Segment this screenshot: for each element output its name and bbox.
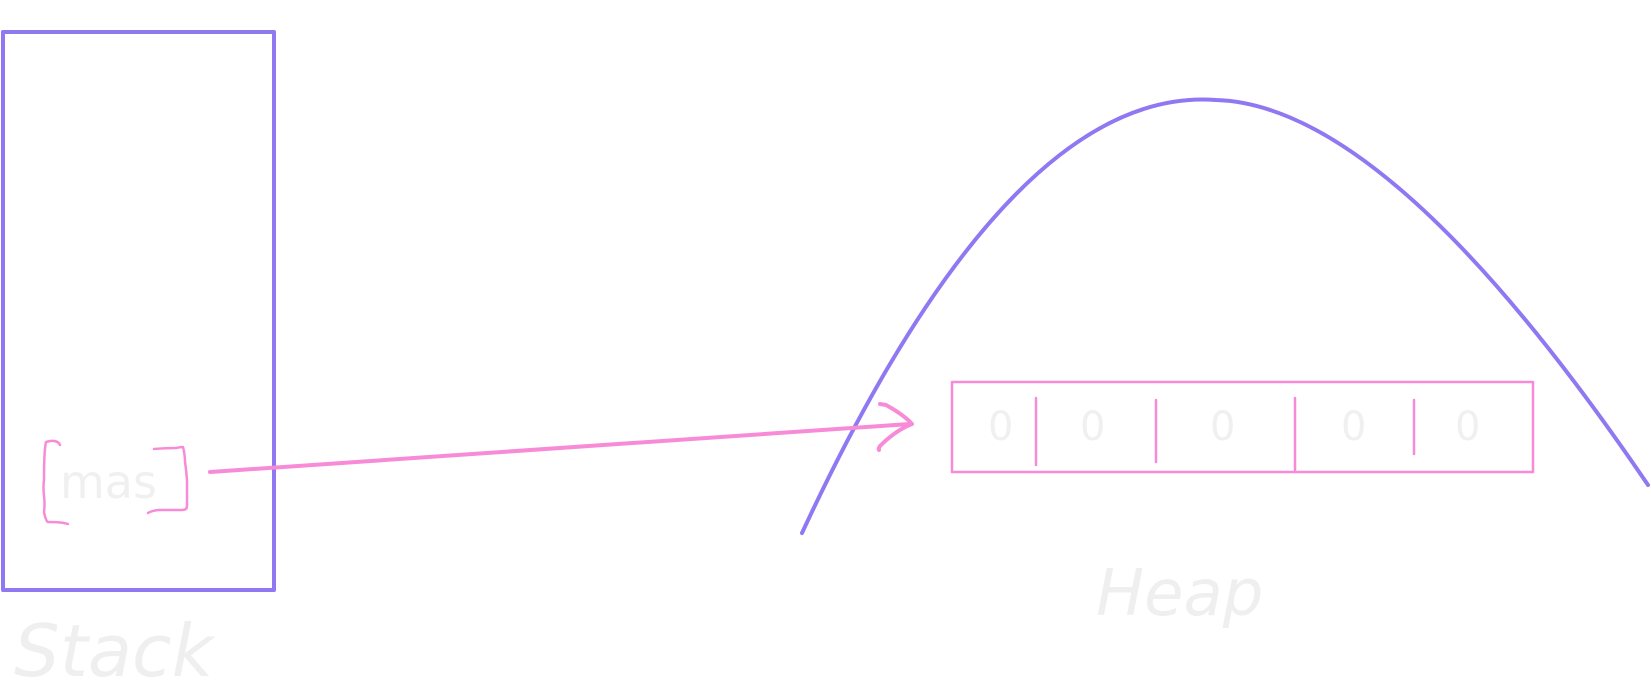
array-cell-value: 0 (1341, 404, 1366, 450)
arrow-head (876, 402, 914, 452)
left-bracket (42, 439, 70, 526)
right-bracket (146, 445, 189, 515)
arrow-shaft (208, 422, 912, 474)
variable-name: mas (60, 455, 157, 509)
heap-curve (800, 97, 1650, 535)
array-cell-value: 0 (1210, 404, 1235, 450)
stack-variable: mas (42, 439, 189, 526)
array-cell-value: 0 (1080, 404, 1105, 450)
stack-region (1, 30, 276, 592)
stack-box (1, 30, 276, 592)
heap-array: 0 0 0 0 0 (950, 380, 1535, 474)
stack-label: Stack (14, 609, 217, 689)
pointer-arrow (208, 402, 914, 474)
array-cell-value: 0 (988, 404, 1013, 450)
array-cell-value: 0 (1455, 404, 1480, 450)
heap-label: Heap (1096, 557, 1263, 631)
array-outline (950, 380, 1535, 474)
